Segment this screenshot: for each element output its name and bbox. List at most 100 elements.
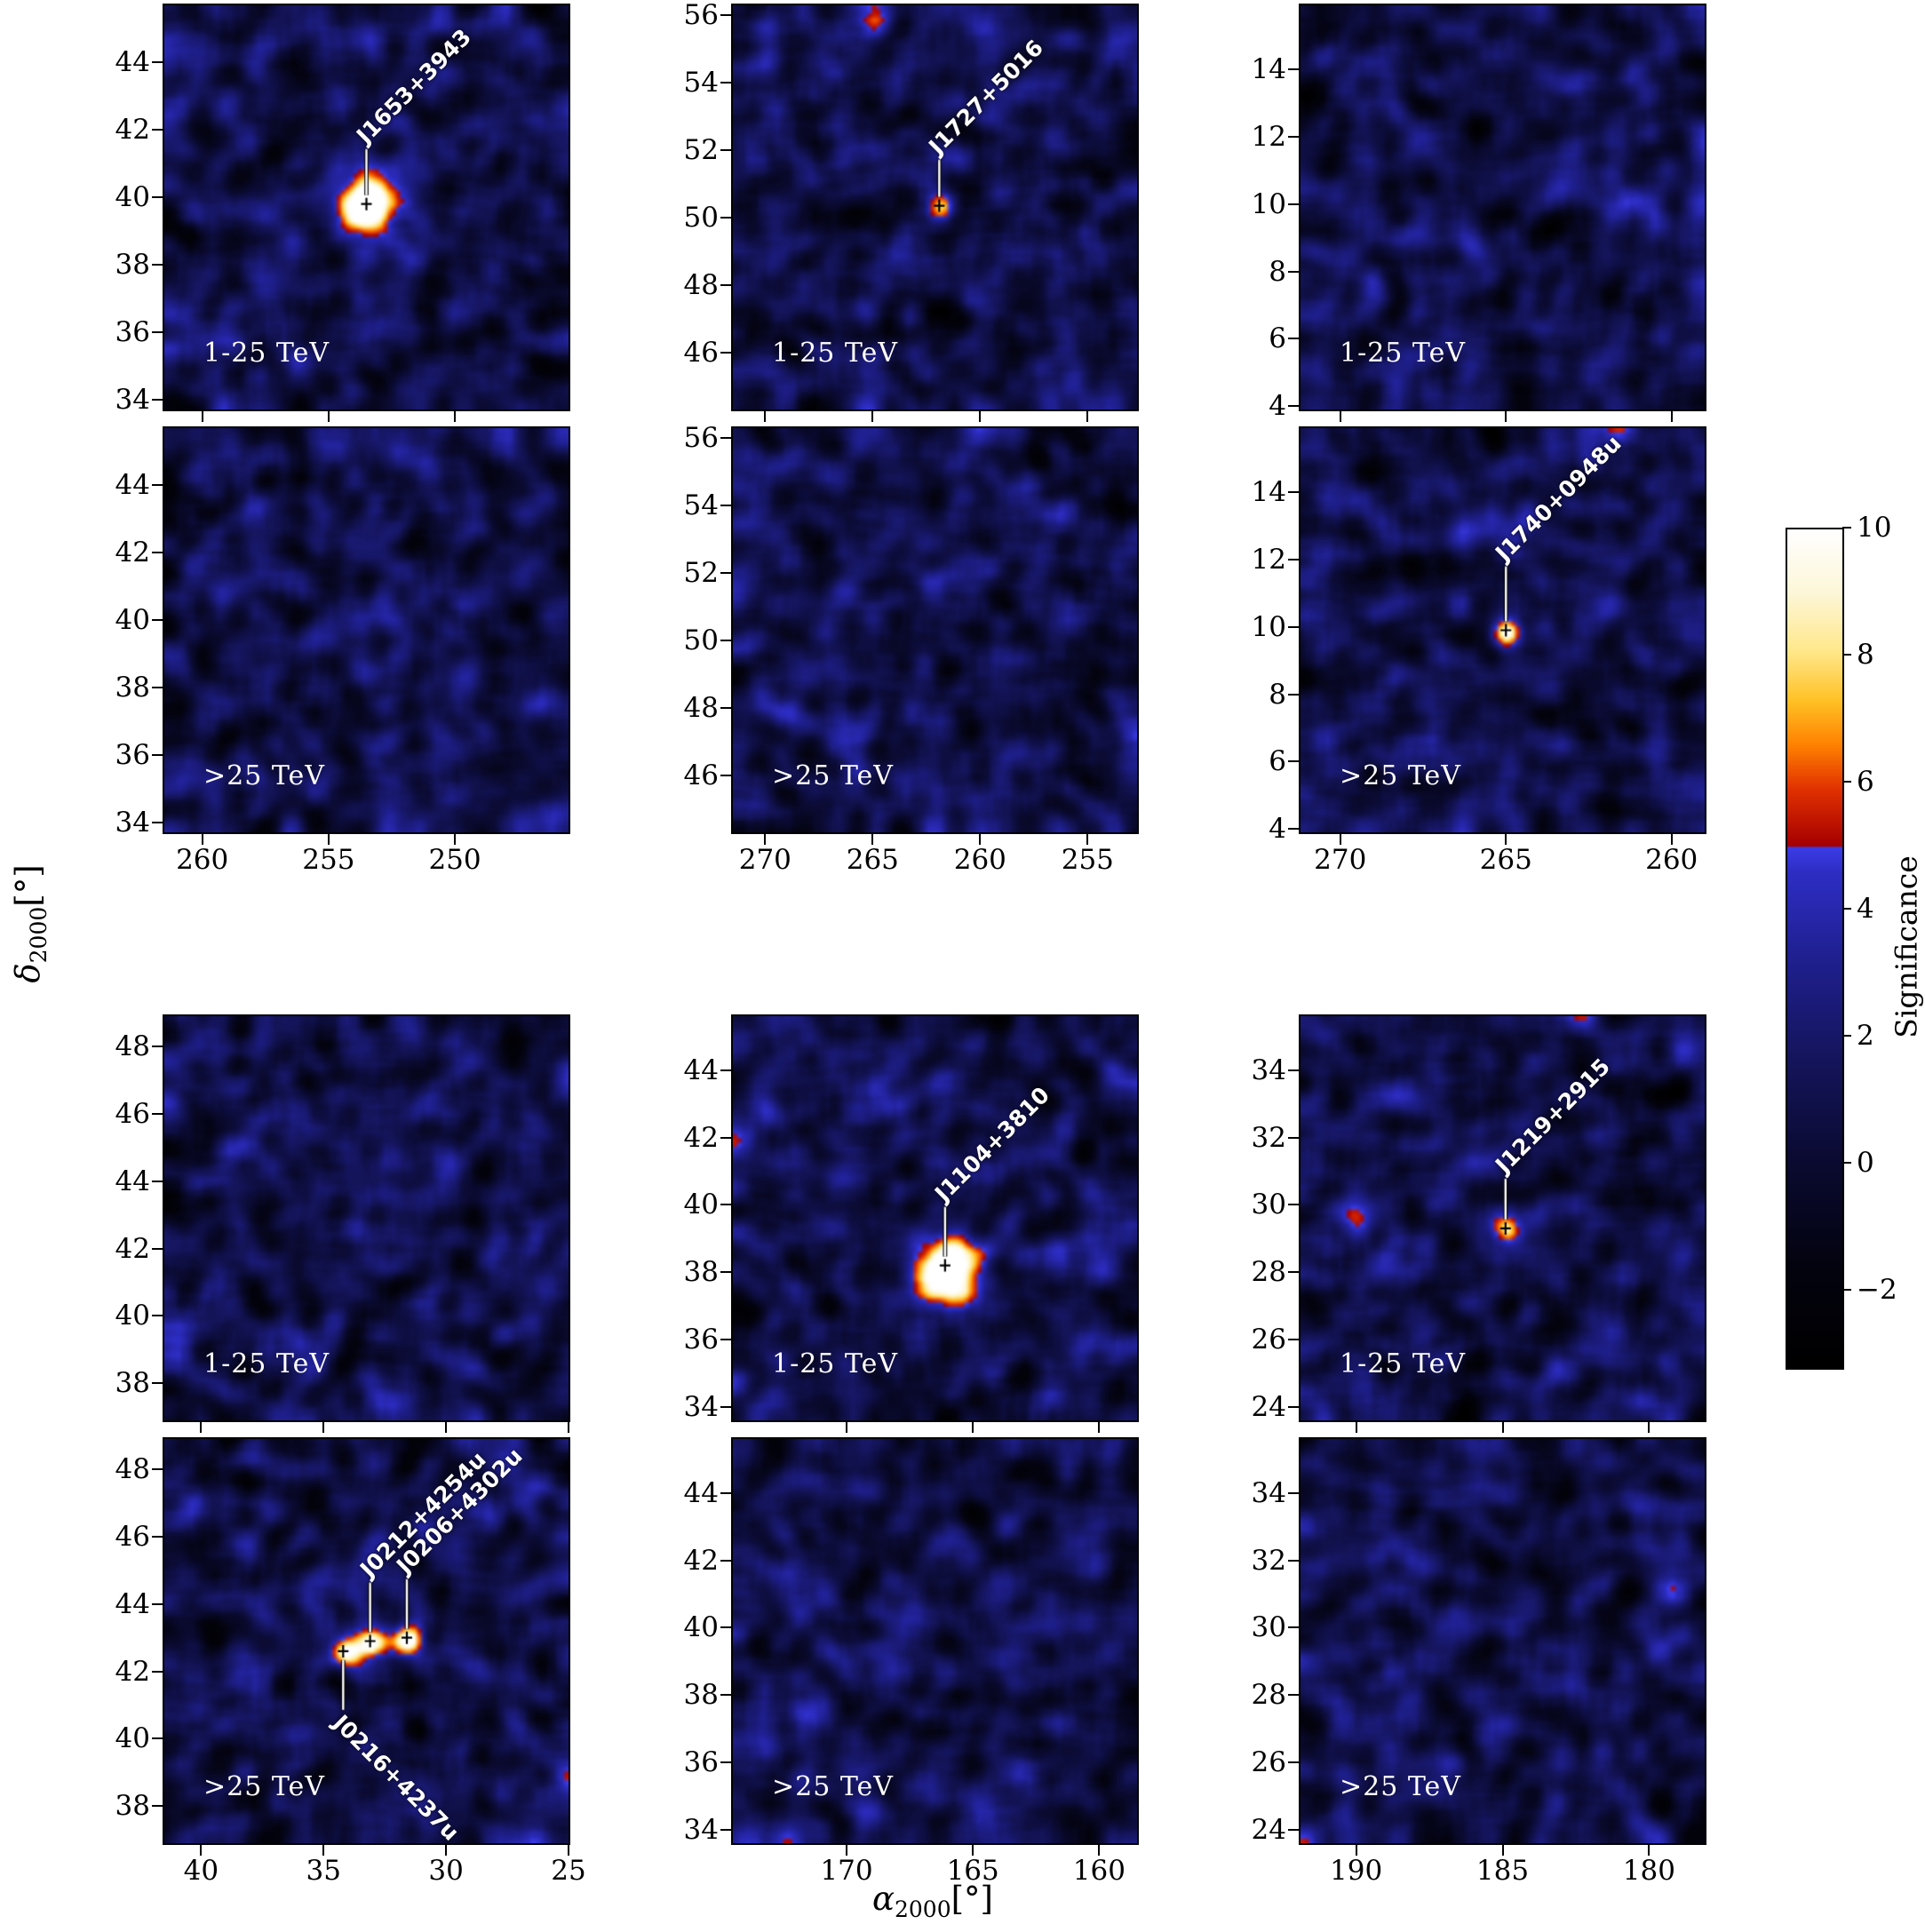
y-tick-mark xyxy=(1288,1204,1299,1206)
y-tick-label: 10 xyxy=(1251,610,1286,643)
y-tick-label: 40 xyxy=(115,1722,150,1755)
y-tick-mark xyxy=(720,1761,731,1763)
y-tick-label: 44 xyxy=(115,1587,150,1620)
x-tick-label: 270 xyxy=(738,844,791,876)
y-tick-label: 48 xyxy=(683,691,719,724)
y-tick-mark xyxy=(720,572,731,575)
x-tick-label: 165 xyxy=(946,1855,999,1887)
x-tick-label: 265 xyxy=(1479,844,1532,876)
colorbar-tick-mark xyxy=(1842,1162,1851,1165)
colorbar-tick-mark xyxy=(1842,527,1851,529)
colorbar-title: Significance xyxy=(1889,855,1924,1038)
y-tick-label: 10 xyxy=(1251,187,1286,220)
x-tick-label: 260 xyxy=(953,844,1006,876)
y-tick-mark xyxy=(720,1694,731,1697)
y-tick-mark xyxy=(152,398,163,401)
y-tick-mark xyxy=(720,1405,731,1408)
y-tick-mark xyxy=(1288,1405,1299,1408)
colorbar-tick-mark xyxy=(1842,654,1851,656)
y-tick-mark xyxy=(152,484,163,487)
y-tick-label: 38 xyxy=(115,1367,150,1400)
y-tick-label: 42 xyxy=(115,1232,150,1265)
y-tick-mark xyxy=(152,61,163,64)
y-tick-mark xyxy=(152,129,163,131)
y-tick-label: 56 xyxy=(683,422,719,455)
y-tick-mark xyxy=(152,821,163,823)
x-tick-mark xyxy=(1339,834,1341,845)
heatmap-canvas xyxy=(733,5,1137,409)
y-tick-mark xyxy=(1288,338,1299,340)
y-tick-mark xyxy=(1288,1271,1299,1274)
colorbar-tick-label: 0 xyxy=(1857,1147,1874,1180)
x-tick-label: 260 xyxy=(176,844,229,876)
heatmap-canvas xyxy=(1301,1439,1705,1843)
y-tick-label: 42 xyxy=(115,1655,150,1688)
y-tick-label: 54 xyxy=(683,489,719,522)
energy-band-label: >25 TeV xyxy=(772,1771,894,1802)
y-tick-mark xyxy=(720,216,731,219)
y-tick-mark xyxy=(720,1069,731,1071)
x-tick-mark xyxy=(1505,834,1507,845)
map-panel-p11: >25 TeV 34 32 30 28 26 24 190 185 180 xyxy=(1252,1437,1706,1887)
energy-band-label: 1-25 TeV xyxy=(1340,1348,1467,1379)
y-tick-mark xyxy=(1288,1626,1299,1629)
y-tick-mark xyxy=(720,1339,731,1340)
x-tick-mark xyxy=(871,411,874,422)
y-tick-mark xyxy=(152,263,163,266)
energy-band-label: >25 TeV xyxy=(772,760,894,791)
x-tick-mark xyxy=(972,1422,974,1433)
heatmap-canvas xyxy=(164,5,569,409)
map-panel-p9: J0212+4254u J0206+4302u J0216+4237u >25 TeV… xyxy=(115,1437,586,1887)
x-tick-mark xyxy=(454,411,457,422)
y-tick-label: 34 xyxy=(683,1390,719,1423)
colorbar-tick-label: −2 xyxy=(1857,1274,1897,1307)
x-tick-label: 25 xyxy=(551,1855,586,1887)
heatmap-canvas xyxy=(1301,5,1705,409)
map-panel-p1: J1727+5016 1-25 TeV 56 54 52 50 48 46 xyxy=(684,0,1139,422)
y-tick-mark xyxy=(1288,405,1299,408)
y-tick-mark xyxy=(720,505,731,507)
y-tick-mark xyxy=(1288,558,1299,561)
y-tick-mark xyxy=(720,1271,731,1274)
y-tick-mark xyxy=(720,1828,731,1831)
x-tick-label: 260 xyxy=(1645,844,1698,876)
y-tick-mark xyxy=(152,1046,163,1048)
colorbar-canvas xyxy=(1787,529,1842,1368)
y-tick-label: 48 xyxy=(115,1453,150,1486)
y-tick-mark xyxy=(1288,1339,1299,1340)
colorbar-tick-label: 2 xyxy=(1857,1020,1874,1053)
y-tick-mark xyxy=(152,1382,163,1385)
y-tick-label: 24 xyxy=(1251,1390,1286,1423)
y-tick-label: 46 xyxy=(115,1520,150,1553)
y-tick-label: 50 xyxy=(683,624,719,656)
energy-band-label: >25 TeV xyxy=(203,760,325,791)
y-tick-label: 34 xyxy=(1251,1053,1286,1086)
y-tick-label: 44 xyxy=(115,469,150,502)
y-axis-unit: [°] xyxy=(8,864,47,907)
x-axis-subscript: 2000 xyxy=(895,1896,951,1923)
y-tick-label: 6 xyxy=(1269,322,1286,355)
x-tick-label: 190 xyxy=(1330,1855,1383,1887)
y-tick-mark xyxy=(1288,1069,1299,1071)
map-panel-p4: >25 TeV 56 54 52 50 48 46 270 265 260 255 xyxy=(684,422,1139,876)
y-tick-mark xyxy=(720,1626,731,1629)
y-tick-label: 30 xyxy=(1251,1611,1286,1644)
y-tick-label: 48 xyxy=(683,268,719,301)
colorbar-tick-mark xyxy=(1842,1289,1851,1292)
y-tick-label: 46 xyxy=(115,1097,150,1130)
energy-band-label: 1-25 TeV xyxy=(772,338,899,369)
x-tick-mark xyxy=(1648,1845,1651,1856)
heatmap-canvas xyxy=(1301,1016,1705,1420)
y-tick-mark xyxy=(1288,1761,1299,1763)
y-tick-mark xyxy=(720,639,731,641)
x-axis-label: α2000[°] xyxy=(872,1880,993,1922)
heatmap-canvas xyxy=(733,1439,1137,1843)
y-tick-mark xyxy=(720,437,731,440)
x-tick-label: 40 xyxy=(183,1855,219,1887)
x-tick-mark xyxy=(568,1845,569,1856)
x-tick-label: 255 xyxy=(1061,844,1114,876)
map-panel-p8: J1219+2915 1-25 TeV 34 32 30 28 26 24 xyxy=(1252,1014,1706,1433)
x-tick-label: 265 xyxy=(846,844,899,876)
y-tick-mark xyxy=(152,1805,163,1808)
x-tick-label: 270 xyxy=(1314,844,1367,876)
